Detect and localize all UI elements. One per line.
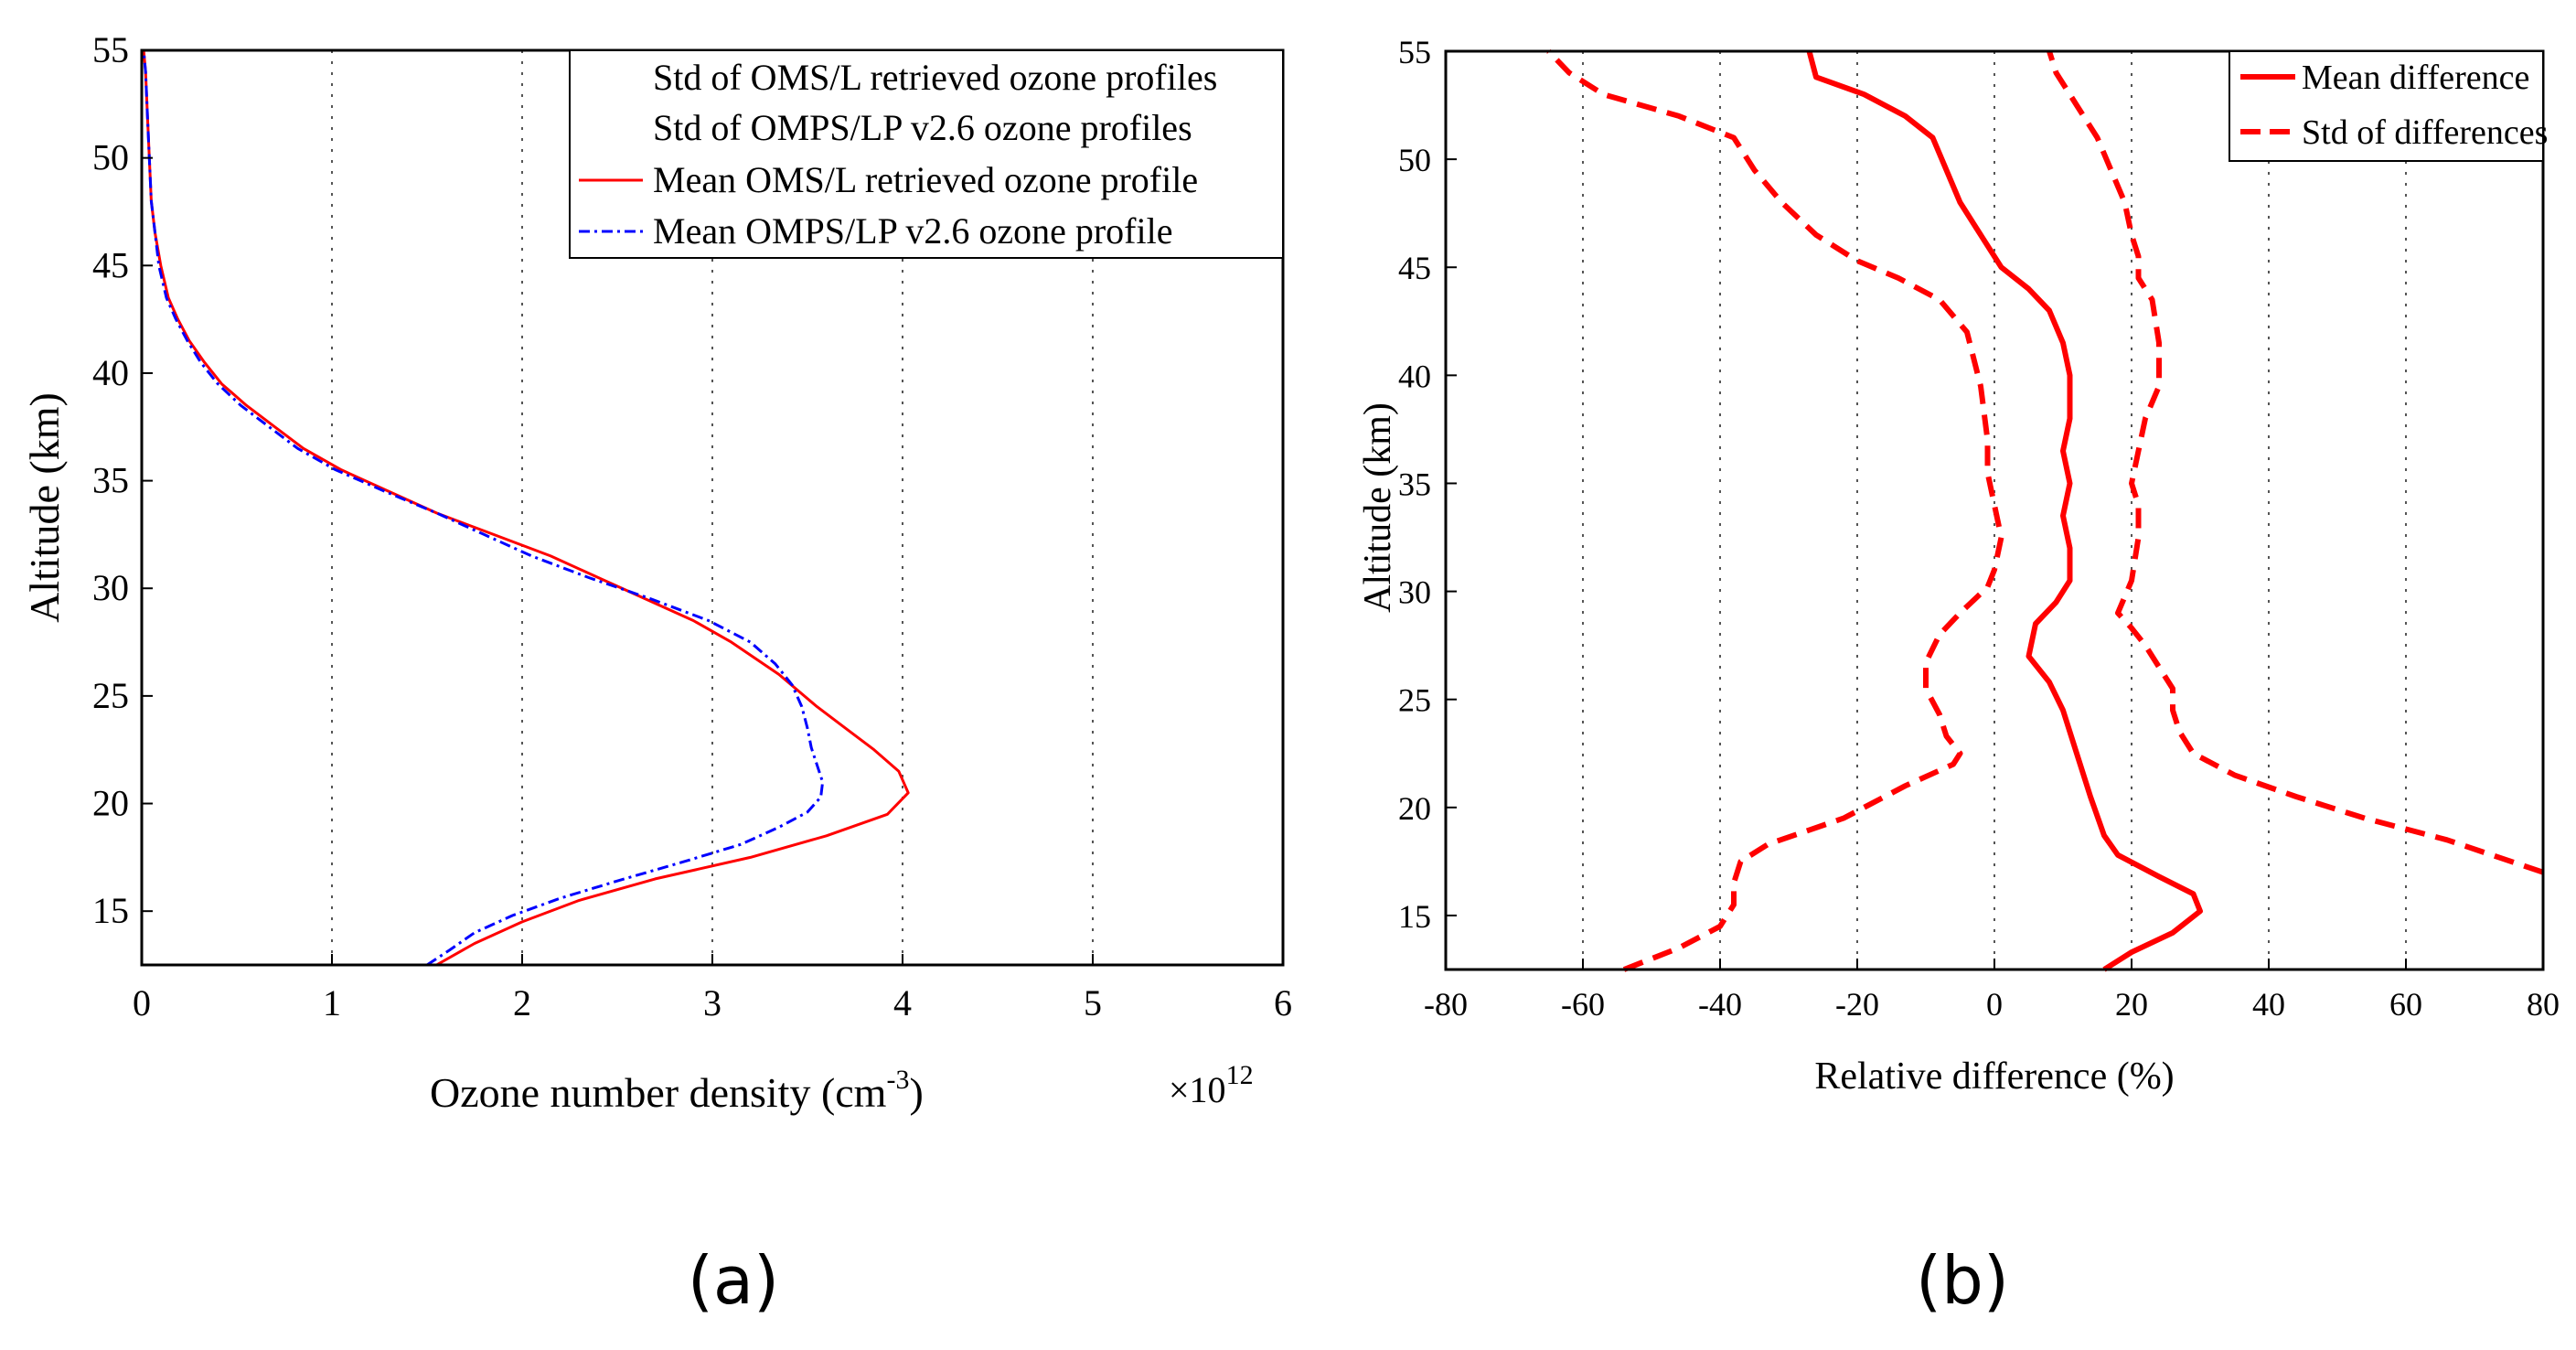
panel-a-legend-box bbox=[569, 49, 1284, 259]
series-line-std-of-differences bbox=[1546, 48, 2004, 972]
x-tick-label: 0 bbox=[133, 982, 151, 1023]
panel-a-xlabel: Ozone number density (cm-3) bbox=[430, 1065, 924, 1116]
legend-b-item-1: Mean difference bbox=[2302, 59, 2529, 97]
y-tick-label: 25 bbox=[92, 675, 129, 716]
x-tick-label: 40 bbox=[2252, 986, 2285, 1023]
panel-a-x-multiplier-exp: 12 bbox=[1226, 1060, 1254, 1090]
legend-a-item-3: Mean OMS/L retrieved ozone profile bbox=[653, 159, 1198, 200]
legend-a-item-4: Mean OMPS/LP v2.6 ozone profile bbox=[653, 210, 1172, 252]
panel-a-lines bbox=[142, 49, 910, 967]
y-tick-label: 15 bbox=[92, 890, 129, 931]
series-line-mean-omps-lp-v2-6-ozone-profile bbox=[142, 49, 825, 967]
x-tick-label: 6 bbox=[1274, 982, 1292, 1023]
panel-b: -80 -60 -40 -20 0 20 40 60 80152025303540455055 … bbox=[1357, 34, 2560, 1319]
panel-a-xlabel-sup: -3 bbox=[886, 1065, 909, 1095]
y-tick-label: 55 bbox=[1398, 34, 1431, 70]
x-tick-label: -40 bbox=[1698, 986, 1742, 1023]
y-tick-label: 35 bbox=[1398, 466, 1431, 502]
y-tick-label: 40 bbox=[1398, 358, 1431, 394]
y-tick-label: 40 bbox=[92, 352, 129, 393]
y-tick-label: 20 bbox=[92, 783, 129, 824]
panel-a-x-multiplier: ×1012 bbox=[1169, 1060, 1254, 1110]
x-tick-label: 60 bbox=[2389, 986, 2422, 1023]
legend-b-item-2: Std of differences bbox=[2302, 113, 2548, 152]
panel-a-caption: (a) bbox=[688, 1242, 779, 1319]
panel-b-legend-box bbox=[2229, 50, 2544, 162]
x-tick-label: 2 bbox=[513, 982, 531, 1023]
panel-a-xlabel-text: Ozone number density (cm bbox=[430, 1069, 887, 1116]
y-tick-label: 15 bbox=[1398, 898, 1431, 935]
panel-b-ticks: -80 -60 -40 -20 0 20 40 60 80 15 20 25 30 35 40 45 50 55 bbox=[1398, 34, 2560, 1023]
x-tick-label: 3 bbox=[703, 982, 721, 1023]
panel-a-x-multiplier-base: ×10 bbox=[1169, 1069, 1226, 1110]
panel-b-caption: (b) bbox=[1916, 1242, 2009, 1319]
x-tick-label: 1 bbox=[323, 982, 341, 1023]
x-tick-label: -20 bbox=[1835, 986, 1879, 1023]
legend-a-item-2: Std of OMPS/LP v2.6 ozone profiles bbox=[653, 107, 1192, 148]
x-tick-label: -60 bbox=[1561, 986, 1605, 1023]
series-line-mean-oms-l-retrieved-ozone-profile bbox=[142, 49, 910, 967]
panel-a-xlabel-tail: ) bbox=[909, 1069, 923, 1116]
series-line-mean-difference bbox=[1806, 50, 2203, 972]
y-tick-label: 20 bbox=[1398, 790, 1431, 827]
x-tick-label: 20 bbox=[2115, 986, 2148, 1023]
y-tick-label: 50 bbox=[92, 137, 129, 178]
y-tick-label: 55 bbox=[92, 29, 129, 70]
panel-b-xlabel: Relative difference (%) bbox=[1814, 1055, 2174, 1098]
x-tick-label: 0 bbox=[1986, 986, 2003, 1023]
series-line-std-of-differences bbox=[2047, 50, 2544, 875]
x-tick-label: 5 bbox=[1084, 982, 1102, 1023]
y-tick-label: 45 bbox=[92, 244, 129, 285]
y-tick-label: 30 bbox=[1398, 574, 1431, 611]
x-tick-label: 4 bbox=[893, 982, 912, 1023]
x-tick-label: 80 bbox=[2527, 986, 2560, 1023]
panel-b-lines bbox=[1546, 48, 2544, 972]
x-tick-label: -80 bbox=[1424, 986, 1468, 1023]
panel-a-ylabel: Altitude (km) bbox=[21, 392, 68, 623]
y-tick-label: 30 bbox=[92, 567, 129, 608]
panel-b-ylabel: Altitude (km) bbox=[1357, 402, 1399, 613]
legend-a-item-1: Std of OMS/L retrieved ozone profiles bbox=[653, 57, 1217, 98]
y-tick-label: 50 bbox=[1398, 142, 1431, 178]
y-tick-label: 35 bbox=[92, 460, 129, 501]
y-tick-label: 45 bbox=[1398, 250, 1431, 286]
y-tick-label: 25 bbox=[1398, 682, 1431, 719]
